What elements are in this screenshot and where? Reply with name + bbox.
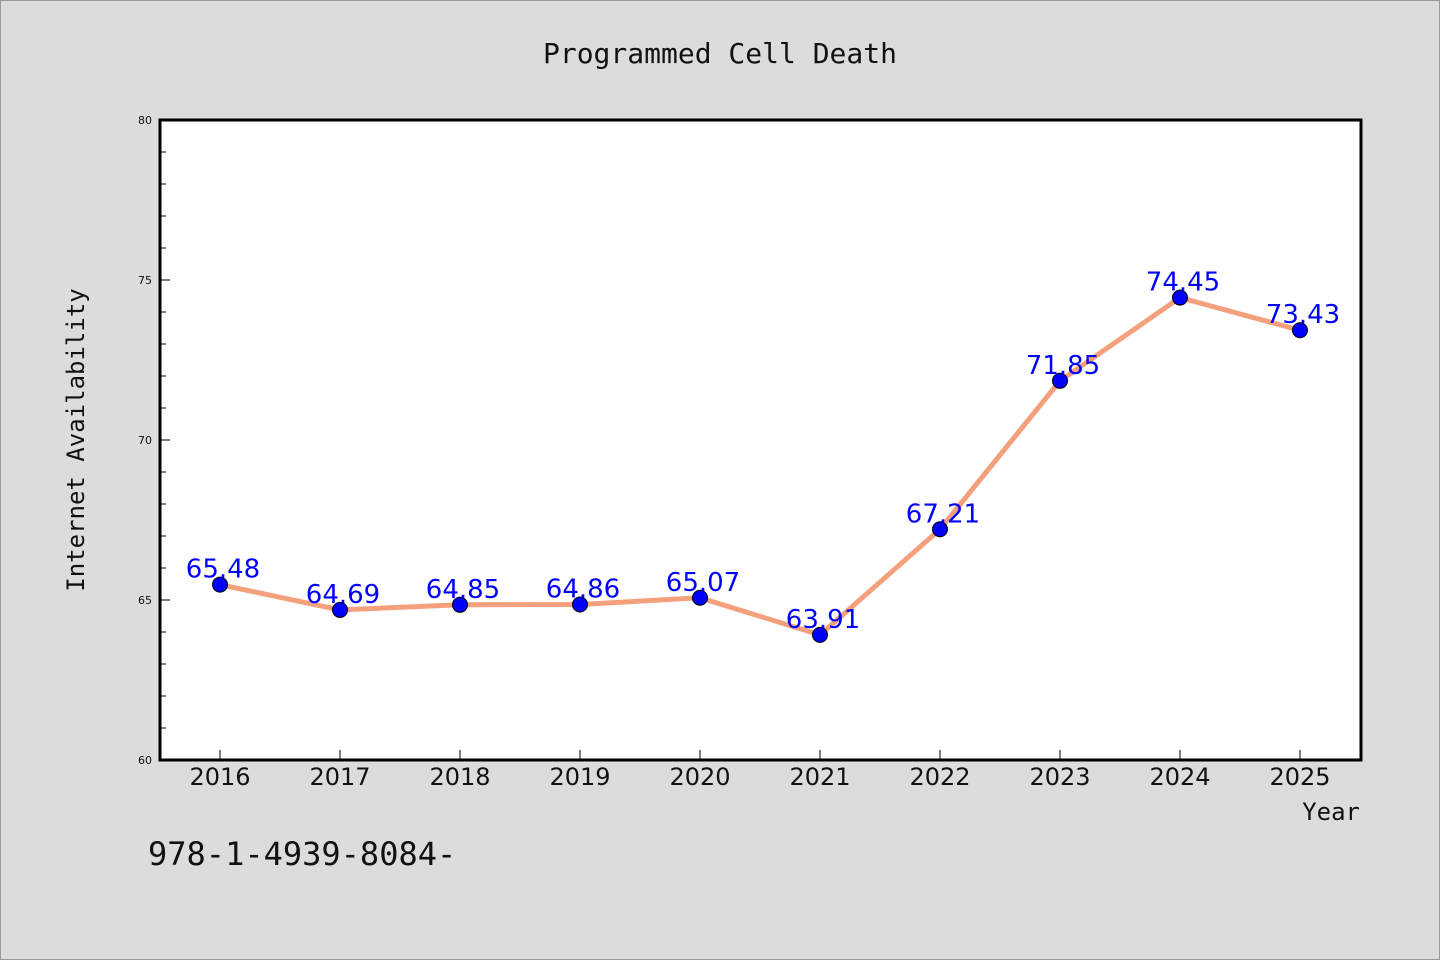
x-tick-label: 2016 bbox=[189, 763, 250, 791]
data-point bbox=[692, 589, 708, 606]
x-tick-label: 2018 bbox=[429, 763, 490, 791]
data-point bbox=[932, 521, 948, 538]
data-point bbox=[452, 596, 468, 613]
data-label: 65.48 bbox=[186, 555, 260, 585]
data-point bbox=[1052, 372, 1068, 389]
y-tick-label: 75 bbox=[138, 274, 152, 287]
data-label: 73.43 bbox=[1266, 300, 1340, 330]
data-label: 64.85 bbox=[426, 575, 500, 605]
series-line bbox=[217, 295, 1303, 638]
data-point bbox=[812, 626, 828, 643]
data-point bbox=[572, 596, 588, 613]
x-tick-label: 2023 bbox=[1029, 763, 1090, 791]
data-point bbox=[1172, 289, 1188, 306]
x-tick-label: 2017 bbox=[309, 763, 370, 791]
data-label: 65.07 bbox=[666, 568, 740, 598]
x-tick-label: 2022 bbox=[909, 763, 970, 791]
plot-area bbox=[158, 118, 1363, 762]
x-axis: 2016 2017 2018 2019 2020 2021 2022 2023 2024 2025 bbox=[189, 750, 1331, 791]
isbn-annotation: 978-1-4939-8084- bbox=[148, 835, 456, 873]
y-axis-label: Internet Availability bbox=[62, 288, 90, 591]
x-tick-label: 2019 bbox=[549, 763, 610, 791]
data-label: 74.45 bbox=[1146, 268, 1220, 298]
x-axis-label: Year bbox=[1302, 798, 1360, 826]
data-point bbox=[332, 601, 348, 618]
data-label: 71.85 bbox=[1026, 351, 1100, 381]
y-tick-label: 70 bbox=[138, 434, 152, 447]
series-group: 65.48 64.69 64.85 64.86 65.07 63.91 67.21 71.85… bbox=[186, 268, 1340, 643]
data-label: 64.86 bbox=[546, 574, 620, 604]
x-tick-label: 2020 bbox=[669, 763, 730, 791]
data-label: 67.21 bbox=[906, 499, 980, 529]
y-tick-label: 60 bbox=[138, 754, 152, 767]
y-axis: 60 65 70 75 80 bbox=[138, 114, 170, 767]
data-label: 63.91 bbox=[786, 605, 860, 635]
y-tick-label: 65 bbox=[138, 594, 152, 607]
y-tick-label: 80 bbox=[138, 114, 152, 127]
data-point bbox=[1292, 322, 1308, 339]
data-label: 64.69 bbox=[306, 580, 380, 610]
data-point bbox=[212, 576, 228, 593]
x-tick-label: 2021 bbox=[789, 763, 850, 791]
x-tick-label: 2025 bbox=[1269, 763, 1330, 791]
x-tick-label: 2024 bbox=[1149, 763, 1210, 791]
chart-title: Programmed Cell Death bbox=[543, 37, 897, 70]
